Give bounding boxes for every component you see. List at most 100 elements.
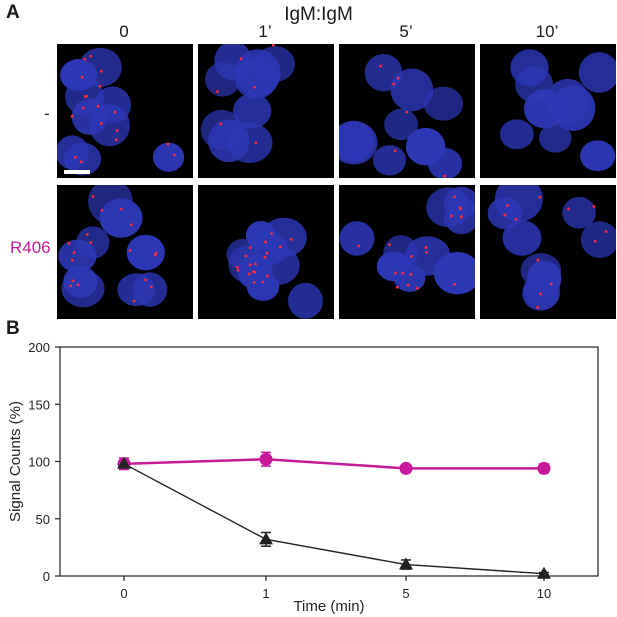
- nucleus: [580, 221, 616, 258]
- fluorescent-punctum: [278, 245, 282, 249]
- nucleus: [502, 220, 542, 256]
- data-point-triangle: [259, 532, 273, 545]
- nucleus: [372, 145, 407, 176]
- y-tick-label: 0: [43, 569, 50, 584]
- nucleus: [428, 147, 463, 178]
- fluorescent-punctum: [132, 299, 136, 303]
- nucleus: [57, 135, 90, 170]
- fluorescent-punctum: [70, 258, 74, 262]
- fluorescent-punctum: [154, 251, 158, 255]
- data-point-circle: [399, 461, 413, 475]
- fluorescent-punctum: [128, 249, 132, 252]
- fluorescent-punctum: [536, 258, 540, 262]
- scale-bar: [64, 170, 90, 174]
- fluorescent-punctum: [251, 270, 255, 274]
- fluorescent-punctum: [248, 272, 251, 276]
- fluorescent-punctum: [244, 254, 248, 258]
- fluorescent-punctum: [270, 232, 273, 236]
- fluorescent-punctum: [503, 213, 507, 217]
- y-axis-label: Signal Counts (%): [7, 401, 24, 522]
- nucleus: [433, 251, 475, 295]
- nucleus: [99, 198, 143, 238]
- fluorescent-punctum: [406, 283, 410, 287]
- fluorescent-punctum: [248, 246, 252, 250]
- nucleus: [339, 121, 378, 165]
- panel-b-letter: B: [6, 318, 20, 339]
- fluorescent-punctum: [91, 194, 95, 198]
- fluorescent-punctum: [115, 129, 119, 132]
- column-label-1: 1’: [258, 22, 272, 41]
- fluorescent-punctum: [85, 232, 89, 236]
- column-label-10: 10’: [535, 22, 559, 41]
- fluorescent-punctum: [392, 82, 396, 86]
- fluorescent-punctum: [424, 246, 428, 249]
- nucleus: [152, 142, 185, 172]
- fluorescent-punctum: [89, 241, 93, 245]
- fluorescent-punctum: [416, 286, 419, 290]
- nucleus: [423, 86, 464, 121]
- micrograph-tile: [339, 44, 475, 178]
- series-line-triangle: [123, 463, 545, 575]
- fluorescent-punctum: [129, 223, 133, 227]
- fluorescent-punctum: [271, 44, 275, 47]
- nucleus: [578, 52, 616, 93]
- nucleus: [63, 265, 98, 299]
- nucleus: [226, 122, 273, 163]
- fluorescent-punctum: [425, 251, 428, 254]
- x-tick-label: 5: [402, 586, 409, 601]
- fluorescent-punctum: [604, 230, 608, 234]
- y-tick-label: 50: [36, 512, 50, 527]
- fluorescent-punctum: [69, 284, 73, 288]
- fluorescent-punctum: [261, 280, 265, 284]
- fluorescent-punctum: [395, 285, 399, 289]
- fluorescent-punctum: [120, 207, 123, 211]
- fluorescent-punctum: [99, 69, 103, 73]
- fluorescent-punctum: [394, 271, 397, 275]
- fluorescent-punctum: [99, 122, 103, 125]
- fluorescent-punctum: [72, 251, 76, 254]
- fluorescent-punctum: [289, 237, 293, 241]
- fluorescent-punctum: [539, 292, 542, 296]
- fluorescent-punctum: [401, 271, 405, 275]
- fluorescent-punctum: [357, 244, 361, 248]
- nucleus: [228, 245, 265, 283]
- micrograph-tile: [57, 44, 193, 178]
- nucleus: [205, 62, 241, 97]
- series-line-circle: [123, 457, 544, 470]
- data-point-triangle: [117, 456, 131, 469]
- nucleus: [288, 282, 323, 319]
- micrograph-tile: [480, 185, 616, 319]
- nucleus: [499, 119, 534, 150]
- fluorescent-punctum: [593, 239, 597, 243]
- nucleus: [126, 234, 165, 271]
- x-tick-label: 1: [262, 586, 269, 601]
- column-label-5: 5’: [399, 22, 413, 41]
- fluorescent-punctum: [149, 285, 153, 289]
- row-label-control: -: [44, 104, 50, 123]
- micrograph-tile: [198, 44, 334, 178]
- fluorescent-punctum: [458, 206, 462, 210]
- fluorescent-punctum: [219, 122, 223, 126]
- nucleus: [384, 108, 418, 141]
- nucleus: [494, 185, 543, 222]
- fluorescent-punctum: [80, 75, 84, 79]
- fluorescent-punctum: [83, 57, 87, 61]
- panel-a-letter: A: [6, 2, 20, 23]
- fluorescent-punctum: [235, 265, 239, 269]
- y-tick-label: 200: [28, 340, 50, 355]
- signal-counts-chart: 0 50 100 150 200 0 1 5 10 Time (min) Signal Counts…: [7, 340, 599, 615]
- micrograph-tile: [339, 185, 475, 319]
- fluorescent-punctum: [266, 274, 269, 278]
- fluorescent-punctum: [443, 174, 447, 178]
- fluorescent-punctum: [236, 269, 240, 272]
- fluorescent-punctum: [453, 195, 456, 199]
- fluorescent-punctum: [253, 85, 256, 89]
- fluorescent-punctum: [265, 251, 269, 255]
- nucleus: [58, 239, 97, 273]
- fluorescent-punctum: [449, 214, 453, 218]
- fluorescent-punctum: [567, 207, 570, 211]
- fluorescent-punctum: [100, 208, 104, 212]
- fluorescent-punctum: [393, 149, 397, 153]
- fluorescent-punctum: [405, 110, 409, 114]
- row-label-r406: R406: [10, 238, 51, 257]
